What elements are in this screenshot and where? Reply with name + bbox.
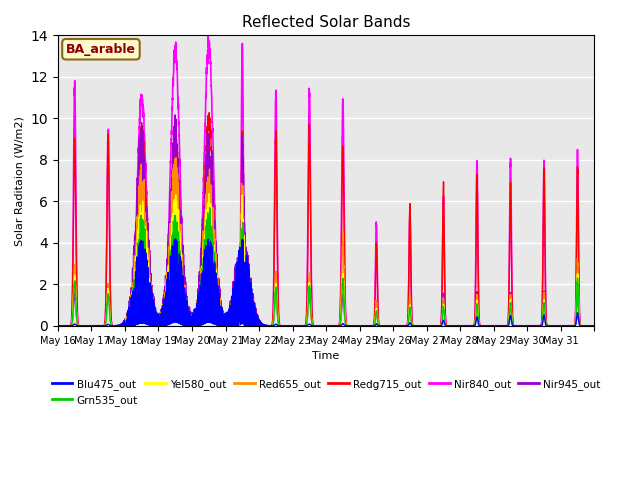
- Nir945_out: [500, 323, 508, 329]
- Nir840_out: [474, 164, 481, 170]
- Blu475_out: [171, 236, 179, 242]
- Yel580_out: [474, 300, 481, 306]
- Yel580_out: [591, 323, 598, 329]
- Line: Nir945_out: Nir945_out: [58, 115, 595, 326]
- Grn535_out: [54, 323, 61, 329]
- Red655_out: [500, 323, 508, 329]
- Yel580_out: [165, 294, 173, 300]
- Redg715_out: [591, 323, 598, 329]
- Blu475_out: [375, 323, 383, 329]
- Nir945_out: [513, 323, 521, 329]
- Redg715_out: [500, 323, 508, 329]
- Line: Redg715_out: Redg715_out: [58, 113, 595, 326]
- Yel580_out: [205, 191, 213, 196]
- Redg715_out: [513, 323, 521, 329]
- Red655_out: [513, 323, 521, 329]
- Grn535_out: [375, 323, 383, 328]
- Line: Red655_out: Red655_out: [58, 158, 595, 326]
- Grn535_out: [513, 323, 521, 329]
- Nir840_out: [54, 323, 61, 329]
- Nir945_out: [474, 289, 481, 295]
- Text: BA_arable: BA_arable: [66, 43, 136, 56]
- Title: Reflected Solar Bands: Reflected Solar Bands: [242, 15, 410, 30]
- Redg715_out: [205, 110, 213, 116]
- Line: Blu475_out: Blu475_out: [58, 239, 595, 326]
- Redg715_out: [165, 245, 173, 251]
- Nir945_out: [172, 112, 179, 118]
- Nir945_out: [346, 323, 354, 329]
- Red655_out: [54, 323, 61, 329]
- Red655_out: [591, 323, 598, 329]
- Nir840_out: [375, 320, 383, 326]
- Blu475_out: [500, 323, 508, 329]
- Yel580_out: [513, 323, 521, 329]
- Nir840_out: [165, 210, 173, 216]
- Blu475_out: [474, 314, 481, 320]
- Redg715_out: [54, 323, 61, 329]
- Nir840_out: [591, 323, 598, 329]
- Blu475_out: [165, 299, 173, 305]
- Red655_out: [172, 155, 180, 161]
- Nir945_out: [375, 323, 383, 328]
- Blu475_out: [346, 323, 354, 329]
- Nir945_out: [591, 323, 598, 329]
- Line: Grn535_out: Grn535_out: [58, 208, 595, 326]
- Line: Nir840_out: Nir840_out: [58, 34, 595, 326]
- Red655_out: [346, 323, 354, 329]
- Grn535_out: [346, 323, 354, 329]
- Yel580_out: [500, 323, 508, 329]
- Y-axis label: Solar Raditaion (W/m2): Solar Raditaion (W/m2): [15, 116, 25, 245]
- Blu475_out: [389, 323, 397, 329]
- Nir840_out: [346, 323, 354, 329]
- Nir840_out: [513, 323, 521, 329]
- Legend: Blu475_out, Grn535_out, Yel580_out, Red655_out, Redg715_out, Nir840_out, Nir945_: Blu475_out, Grn535_out, Yel580_out, Red6…: [47, 374, 605, 410]
- Grn535_out: [591, 323, 598, 329]
- Redg715_out: [346, 323, 354, 329]
- Grn535_out: [206, 205, 214, 211]
- Grn535_out: [500, 323, 508, 329]
- Redg715_out: [375, 321, 383, 326]
- Blu475_out: [514, 323, 522, 329]
- Redg715_out: [474, 175, 481, 180]
- Yel580_out: [346, 323, 354, 329]
- X-axis label: Time: Time: [312, 351, 340, 361]
- Nir945_out: [54, 323, 61, 329]
- Red655_out: [165, 274, 173, 279]
- Nir945_out: [165, 232, 173, 238]
- Grn535_out: [474, 303, 481, 309]
- Nir840_out: [204, 31, 212, 37]
- Yel580_out: [54, 323, 61, 329]
- Red655_out: [474, 292, 481, 298]
- Blu475_out: [54, 323, 61, 329]
- Red655_out: [375, 322, 383, 328]
- Nir840_out: [500, 323, 508, 329]
- Grn535_out: [165, 300, 173, 305]
- Line: Yel580_out: Yel580_out: [58, 193, 595, 326]
- Blu475_out: [591, 323, 598, 329]
- Yel580_out: [375, 323, 383, 328]
